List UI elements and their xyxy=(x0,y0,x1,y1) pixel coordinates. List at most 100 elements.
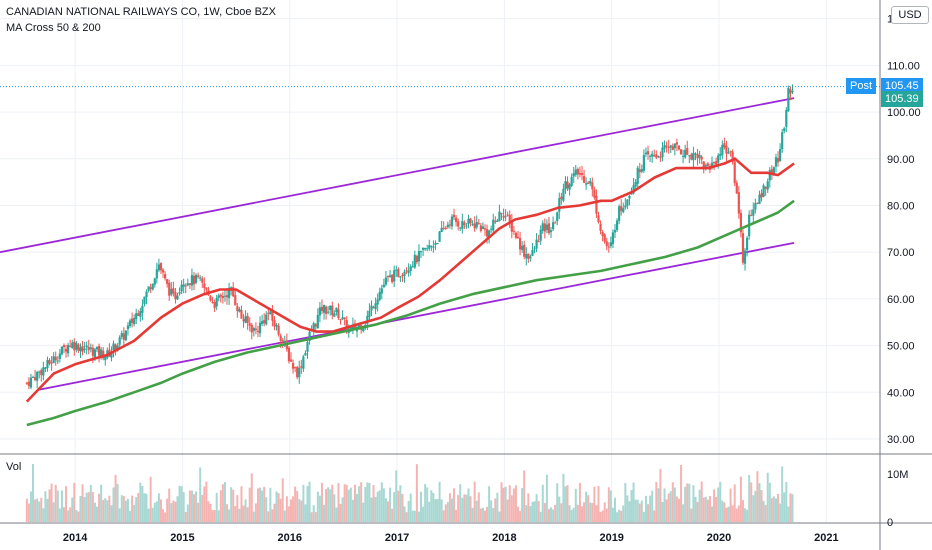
volume-bar xyxy=(713,489,716,522)
candle-body xyxy=(407,270,410,273)
volume-bar xyxy=(448,493,451,522)
candle-body xyxy=(426,248,429,250)
candle-body xyxy=(339,319,342,321)
candle-body xyxy=(133,317,136,325)
candle-body xyxy=(510,220,513,232)
volume-bar xyxy=(465,494,468,522)
trend-channel[interactable] xyxy=(0,86,880,391)
candle-body xyxy=(413,254,416,268)
candle-body xyxy=(345,319,348,332)
volume-bar xyxy=(310,512,313,522)
volume-bar xyxy=(267,511,270,522)
candle-body xyxy=(750,214,753,216)
indicator-label[interactable]: MA Cross 50 & 200 xyxy=(6,22,101,34)
volume-bar xyxy=(770,498,773,522)
volume-bar xyxy=(124,500,127,522)
candle-body xyxy=(636,167,639,184)
candle-body xyxy=(591,182,594,190)
candle-body xyxy=(62,345,66,348)
candle-body xyxy=(211,301,214,303)
volume-bar xyxy=(248,487,251,522)
candle-body xyxy=(419,251,423,253)
volume-bar xyxy=(597,485,600,522)
candle-body xyxy=(758,194,761,205)
volume-bar xyxy=(287,506,290,522)
candle-body xyxy=(529,256,532,259)
candle-body xyxy=(525,254,528,259)
volume-bar xyxy=(446,502,449,522)
volume-bar xyxy=(339,503,342,522)
currency-button[interactable]: USD xyxy=(891,6,929,24)
candle-body xyxy=(164,274,167,279)
candle-body xyxy=(483,228,487,230)
volume-bar xyxy=(226,504,229,522)
volume-bar xyxy=(318,495,321,522)
candle-body xyxy=(36,372,39,381)
candle-body xyxy=(434,243,437,245)
volume-bar xyxy=(682,504,685,522)
volume-bar xyxy=(147,508,150,522)
volume-bar xyxy=(694,496,697,522)
volume-bar xyxy=(182,492,185,522)
candle-body xyxy=(126,325,130,330)
volume-bar xyxy=(655,481,658,522)
volume-bar xyxy=(85,492,88,522)
volume-bar xyxy=(157,493,160,522)
candle-body xyxy=(252,328,255,331)
candle-body xyxy=(380,288,383,294)
volume-bar xyxy=(568,505,571,522)
volume-bar xyxy=(657,488,660,522)
candlestick-series[interactable] xyxy=(25,84,794,390)
candle-body xyxy=(33,377,37,381)
volume-bar xyxy=(325,488,328,522)
candle-body xyxy=(256,330,260,332)
candle-body xyxy=(547,223,551,234)
candle-body xyxy=(38,371,41,373)
candle-body xyxy=(279,335,282,341)
volume-bar xyxy=(519,511,522,522)
candle-body xyxy=(263,320,266,324)
volume-bar xyxy=(106,500,109,522)
volume-bar xyxy=(164,512,167,522)
y-tick-label: 110.00 xyxy=(887,60,920,72)
candle-body xyxy=(648,155,652,157)
moving-averages[interactable] xyxy=(25,157,795,427)
volume-bar xyxy=(116,483,119,522)
candle-body xyxy=(428,245,431,249)
candle-body xyxy=(246,315,249,323)
volume-bar xyxy=(203,486,206,522)
x-tick-label: 2021 xyxy=(814,532,838,544)
volume-bar xyxy=(188,490,191,522)
volume-bar xyxy=(120,495,123,522)
volume-bar xyxy=(512,488,515,522)
volume-bar xyxy=(591,503,594,522)
volume-bar xyxy=(403,506,406,522)
volume-bar xyxy=(380,482,383,522)
volume-bar xyxy=(358,486,361,522)
volume-bar xyxy=(155,501,158,522)
candle-body xyxy=(391,274,394,283)
candle-body xyxy=(143,296,146,305)
volume-bar xyxy=(636,499,639,522)
volume-bar xyxy=(277,493,280,522)
volume-bar xyxy=(422,506,425,522)
candle-body xyxy=(184,285,187,287)
volume-bar xyxy=(395,470,398,522)
volume-bar xyxy=(314,512,317,522)
volume-bar xyxy=(391,508,394,522)
volume-bar xyxy=(32,464,35,522)
volume-bar xyxy=(440,499,443,522)
volume-bar xyxy=(409,493,412,522)
volume-label[interactable]: Vol xyxy=(6,461,22,473)
candle-body xyxy=(506,214,509,216)
volume-bar xyxy=(459,484,462,522)
candle-body xyxy=(168,282,171,296)
volume-bar xyxy=(424,484,427,522)
volume-bar xyxy=(500,482,503,522)
volume-bar xyxy=(725,507,728,522)
volume-bar xyxy=(673,487,676,522)
candle-body xyxy=(203,283,206,288)
candle-body xyxy=(174,292,177,300)
candle-body xyxy=(343,317,346,320)
